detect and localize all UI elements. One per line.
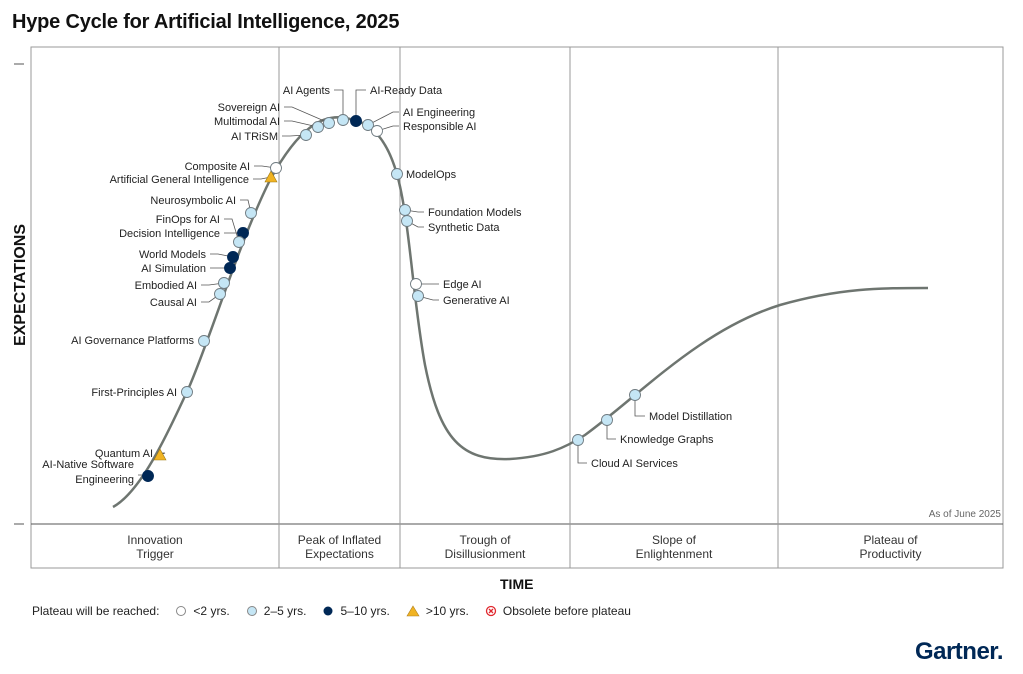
technology-label: AI-Native Software Engineering xyxy=(42,459,134,486)
technology-label: AI Agents xyxy=(283,85,331,97)
phase-label: Plateau of Productivity xyxy=(859,533,921,561)
technology-marker-circle xyxy=(572,434,584,446)
technology-label: World Models xyxy=(139,249,207,261)
technology-marker-circle xyxy=(270,162,282,174)
leader-line xyxy=(355,89,366,121)
technology-label: Sovereign AI xyxy=(218,102,280,114)
light-blue-circle-icon xyxy=(246,606,257,616)
technology-label: Model Distillation xyxy=(649,411,732,423)
technology-marker-circle xyxy=(371,125,383,137)
technology-label: Knowledge Graphs xyxy=(620,434,714,446)
technology-marker-circle xyxy=(142,470,154,482)
technology-marker-circle xyxy=(214,288,226,300)
technology-label: Synthetic Data xyxy=(428,222,500,234)
technology-marker-circle xyxy=(399,204,411,216)
technology-label: FinOps for AI xyxy=(156,214,220,226)
technology-label: AI-Ready Data xyxy=(370,85,443,97)
technology-label: Generative AI xyxy=(443,295,510,307)
technology-label: ModelOps xyxy=(406,169,457,181)
legend-item-obsolete: Obsolete before plateau xyxy=(485,604,631,618)
leader-line xyxy=(284,120,319,128)
leader-line xyxy=(284,106,330,124)
legend-label: 2–5 yrs. xyxy=(263,604,307,618)
leader-line xyxy=(367,111,399,126)
phase-label: Innovation Trigger xyxy=(127,533,182,561)
obsolete-x-circle-icon xyxy=(485,605,497,617)
leader-line xyxy=(334,89,344,120)
legend: Plateau will be reached: <2 yrs. 2–5 yrs… xyxy=(32,604,631,618)
technology-marker-circle xyxy=(300,129,312,141)
legend-item-5to10: 5–10 yrs. xyxy=(322,604,390,618)
legend-label: 5–10 yrs. xyxy=(340,604,390,618)
technology-label: Decision Intelligence xyxy=(119,228,220,240)
technology-marker-triangle xyxy=(153,448,167,461)
technology-marker-circle xyxy=(362,119,374,131)
navy-circle-icon xyxy=(323,606,333,616)
as-of-date: As of June 2025 xyxy=(928,509,1001,520)
technology-label: Responsible AI xyxy=(403,121,476,133)
technology-label: Quantum AI xyxy=(95,448,153,460)
technology-label: AI Simulation xyxy=(141,263,206,275)
x-axis-label: TIME xyxy=(500,576,534,592)
technology-label: Neurosymbolic AI xyxy=(150,195,236,207)
technology-label: Embodied AI xyxy=(135,280,197,292)
legend-label: Obsolete before plateau xyxy=(502,604,631,618)
technology-marker-circle xyxy=(391,168,403,180)
technology-label: Artificial General Intelligence xyxy=(110,174,249,186)
phase-label: Slope of Enlightenment xyxy=(636,533,713,561)
technology-label: AI TRiSM xyxy=(231,131,278,143)
technology-marker-circle xyxy=(412,290,424,302)
technology-marker-circle xyxy=(410,278,422,290)
legend-item-gt10: >10 yrs. xyxy=(406,604,469,618)
triangle-icon xyxy=(406,605,420,617)
legend-title: Plateau will be reached: xyxy=(32,604,160,618)
leader-line xyxy=(606,420,616,440)
technology-label: Multimodal AI xyxy=(214,116,280,128)
white-circle-icon xyxy=(176,606,187,616)
phase-label: Peak of Inflated Expectations xyxy=(298,533,381,561)
technology-marker-circle xyxy=(323,117,335,129)
technology-marker-circle xyxy=(227,251,239,263)
technology-marker-circle xyxy=(198,335,210,347)
page-title: Hype Cycle for Artificial Intelligence, … xyxy=(12,11,400,33)
technology-label: Edge AI xyxy=(443,279,482,291)
technology-marker-circle xyxy=(350,115,362,127)
gartner-logo: Gartner. xyxy=(914,638,1004,665)
technology-marker-circle xyxy=(401,215,413,227)
technology-label: AI Governance Platforms xyxy=(71,335,194,347)
technology-label: AI Engineering xyxy=(403,107,475,119)
leader-line xyxy=(224,218,240,243)
technology-marker-triangle xyxy=(264,170,278,183)
leader-line xyxy=(634,395,645,417)
legend-item-lt2: <2 yrs. xyxy=(175,604,230,618)
technology-label: First-Principles AI xyxy=(91,387,177,399)
technology-marker-circle xyxy=(224,262,236,274)
technology-label: Cloud AI Services xyxy=(591,458,678,470)
legend-label: >10 yrs. xyxy=(425,604,469,618)
y-axis-label: EXPECTATIONS xyxy=(12,223,29,347)
technology-label: Causal AI xyxy=(150,297,197,309)
plot-frame xyxy=(30,46,1004,569)
technology-label: Foundation Models xyxy=(428,207,522,219)
leader-line xyxy=(577,440,587,464)
technology-marker-circle xyxy=(218,277,230,289)
legend-label: <2 yrs. xyxy=(193,604,230,618)
technology-marker-circle xyxy=(337,114,349,126)
technology-marker-circle xyxy=(601,414,613,426)
technology-label: Composite AI xyxy=(185,161,250,173)
technology-marker-circle xyxy=(181,386,193,398)
technology-marker-circle xyxy=(312,121,324,133)
technology-marker-circle xyxy=(245,207,257,219)
legend-item-2to5: 2–5 yrs. xyxy=(246,604,307,618)
technology-marker-circle xyxy=(233,236,245,248)
technology-marker-circle xyxy=(629,389,641,401)
phase-label: Trough of Disillusionment xyxy=(445,533,526,561)
